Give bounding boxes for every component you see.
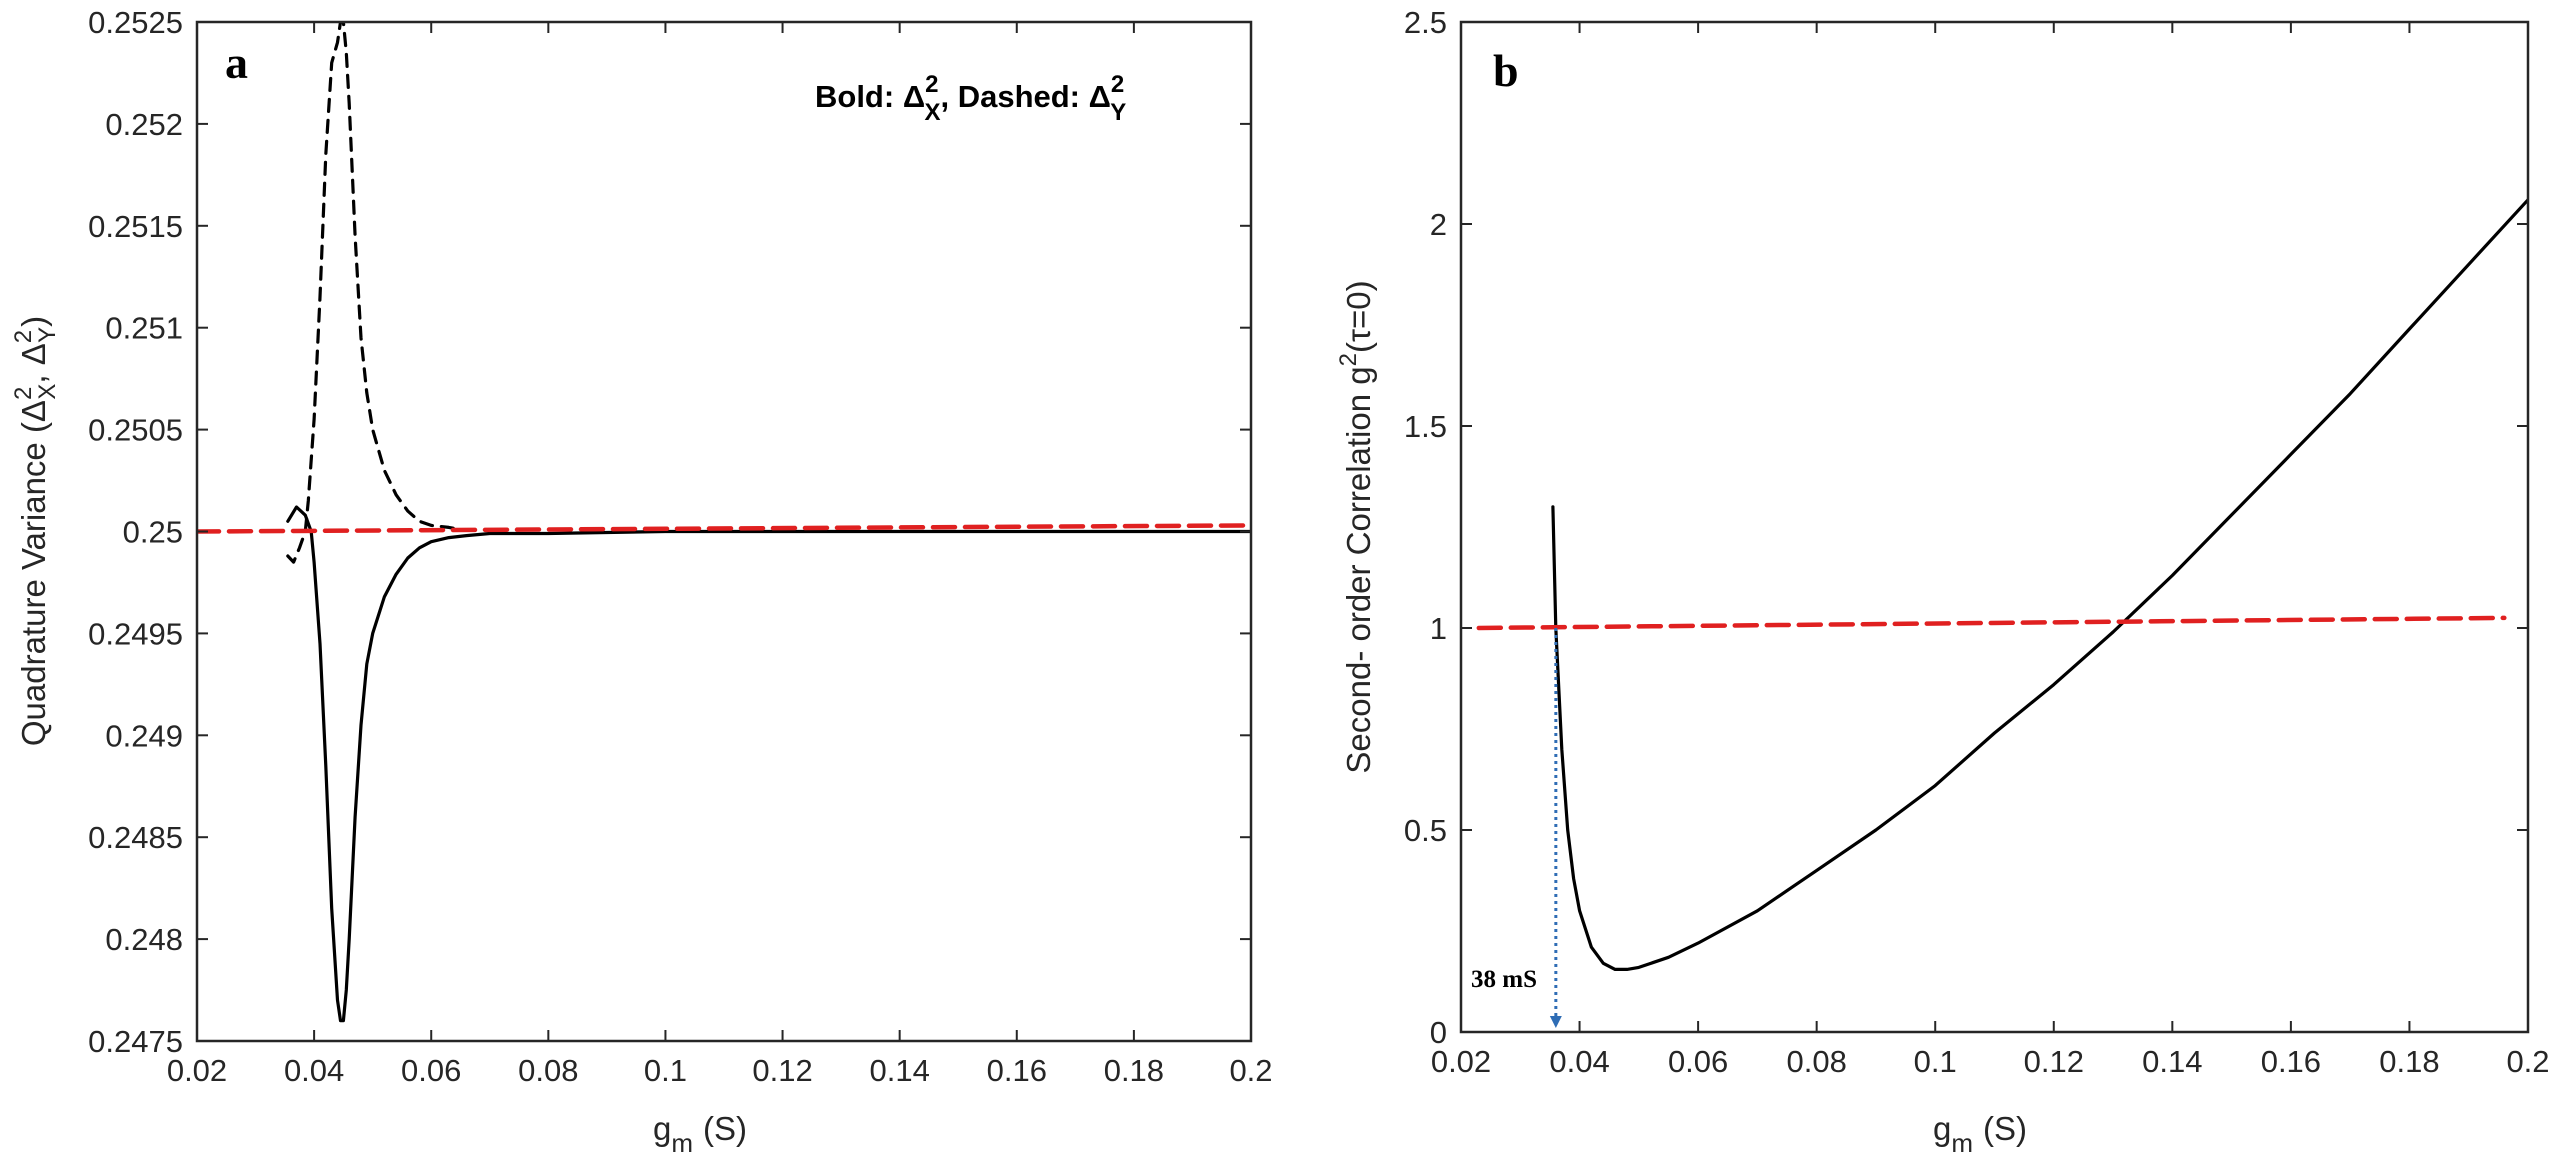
x-label-unit: (S) xyxy=(1983,1110,2027,1147)
x-label-unit: (S) xyxy=(703,1110,747,1147)
x-tick-label: 0.04 xyxy=(284,1053,344,1088)
panel-a-plot-area xyxy=(197,22,1251,1023)
panel-b-x-axis-label: gm (S) xyxy=(1933,1110,2027,1158)
y-tick-label: 2 xyxy=(1430,207,1447,242)
y-label-sup-y: 2 xyxy=(10,330,37,343)
legend-sup-y: 2 xyxy=(1111,71,1124,98)
panel-a-y-axis-label: Quadrature Variance (Δ2X, Δ2Y) xyxy=(10,316,61,746)
x-label-g: g xyxy=(653,1110,671,1147)
y-tick-label: 0.251 xyxy=(105,311,183,346)
legend-delta-x: Δ xyxy=(903,79,925,114)
x-tick-label: 0.18 xyxy=(2379,1044,2439,1079)
annotation-38ms: 38 mS xyxy=(1471,966,1537,993)
y-tick-label: 0.5 xyxy=(1404,813,1447,848)
x-tick-label: 0.06 xyxy=(1668,1044,1728,1079)
legend-sup-x: 2 xyxy=(925,71,938,98)
x-label-g: g xyxy=(1933,1110,1951,1147)
panel-a-ticks: 0.02 0.04 0.06 0.08 0.1 0.12 0.14 0.16 0.18 0.2 0.… xyxy=(88,5,1272,1088)
y-label-sub-y: Y xyxy=(34,327,61,343)
y-tick-label: 0.2525 xyxy=(88,5,183,40)
series-line-reference xyxy=(197,523,1251,534)
x-tick-label: 0.2 xyxy=(2506,1044,2549,1079)
x-tick-label: 0.02 xyxy=(1431,1044,1491,1079)
x-tick-label: 0.08 xyxy=(1786,1044,1846,1079)
panel-a: 0.02 0.04 0.06 0.08 0.1 0.12 0.14 0.16 0.18 0.2 0.… xyxy=(10,5,1273,1158)
x-tick-label: 0.12 xyxy=(752,1053,812,1088)
series-line--y-dashed- xyxy=(286,22,463,564)
y-tick-label: 2.5 xyxy=(1404,5,1447,40)
x-tick-label: 0.12 xyxy=(2024,1044,2084,1079)
legend-bold-label: Bold: xyxy=(815,79,903,114)
y-label-delta-x: Δ xyxy=(15,400,52,422)
y-tick-label: 1 xyxy=(1430,611,1447,646)
legend-dashed-label: , Dashed: xyxy=(940,79,1088,114)
x-tick-label: 0.16 xyxy=(987,1053,1047,1088)
y-label-sup-x: 2 xyxy=(10,387,37,400)
y-tick-label: 0.2515 xyxy=(88,209,183,244)
y-tick-label: 0.25 xyxy=(123,515,183,550)
y-tick-label: 1.5 xyxy=(1404,409,1447,444)
y-label-close: ) xyxy=(15,316,52,327)
x-tick-label: 0.06 xyxy=(401,1053,461,1088)
y-tick-label: 0.2485 xyxy=(88,820,183,855)
y-label-close: (τ=0) xyxy=(1340,280,1377,353)
panel-a-legend: Bold: Δ2 X, Dashed: Δ2 Y xyxy=(815,71,1126,126)
y-tick-label: 0.2505 xyxy=(88,413,183,448)
series-line-reference xyxy=(1476,615,2507,631)
panel-a-x-axis-label: gm (S) xyxy=(653,1110,747,1158)
panel-b-y-axis-label: Second- order Correlation g2(τ=0) xyxy=(1335,280,1377,773)
panel-b-axes-box xyxy=(1459,20,2530,1034)
x-tick-label: 0.08 xyxy=(518,1053,578,1088)
legend-sub-y: Y xyxy=(1110,99,1126,126)
annotation-arrow-head xyxy=(1549,1016,1562,1028)
x-tick-label: 0.14 xyxy=(869,1053,929,1088)
series-line-g2 xyxy=(1551,198,2528,972)
series-line--x-bold- xyxy=(286,505,1251,1023)
y-tick-label: 0.248 xyxy=(105,922,183,957)
y-label-delta-y: Δ xyxy=(15,343,52,365)
y-label-text: Quadrature Variance ( xyxy=(15,422,52,746)
y-label-sub-x: X xyxy=(34,384,61,400)
x-tick-label: 0.14 xyxy=(2142,1044,2202,1079)
panel-b-ticks: 0.02 0.04 0.06 0.08 0.1 0.12 0.14 0.16 0.18 0.2 0 0… xyxy=(1404,5,2550,1079)
x-tick-label: 0.04 xyxy=(1549,1044,1609,1079)
legend-sub-x: X xyxy=(924,99,940,126)
panel-b-plot-area xyxy=(1476,198,2528,1028)
y-label-sup: 2 xyxy=(1335,353,1362,366)
y-label-sep: , xyxy=(15,365,52,383)
panel-a-letter: a xyxy=(225,37,248,88)
y-tick-label: 0.252 xyxy=(105,107,183,142)
y-tick-label: 0 xyxy=(1430,1015,1447,1050)
x-tick-label: 0.1 xyxy=(1914,1044,1957,1079)
y-label-text: Second- order Correlation g xyxy=(1340,366,1377,773)
x-tick-label: 0.18 xyxy=(1104,1053,1164,1088)
y-tick-label: 0.2495 xyxy=(88,616,183,651)
panel-b: 0.02 0.04 0.06 0.08 0.1 0.12 0.14 0.16 0.18 0.2 0 0… xyxy=(1335,5,2550,1158)
x-tick-label: 0.16 xyxy=(2261,1044,2321,1079)
x-tick-label: 0.2 xyxy=(1229,1053,1272,1088)
x-label-sub: m xyxy=(1951,1128,1973,1158)
legend-delta-y: Δ xyxy=(1089,79,1111,114)
panel-b-letter: b xyxy=(1493,45,1519,96)
x-tick-label: 0.02 xyxy=(167,1053,227,1088)
x-tick-label: 0.1 xyxy=(644,1053,687,1088)
y-tick-label: 0.249 xyxy=(105,718,183,753)
y-tick-label: 0.2475 xyxy=(88,1024,183,1059)
x-label-sub: m xyxy=(671,1128,693,1158)
